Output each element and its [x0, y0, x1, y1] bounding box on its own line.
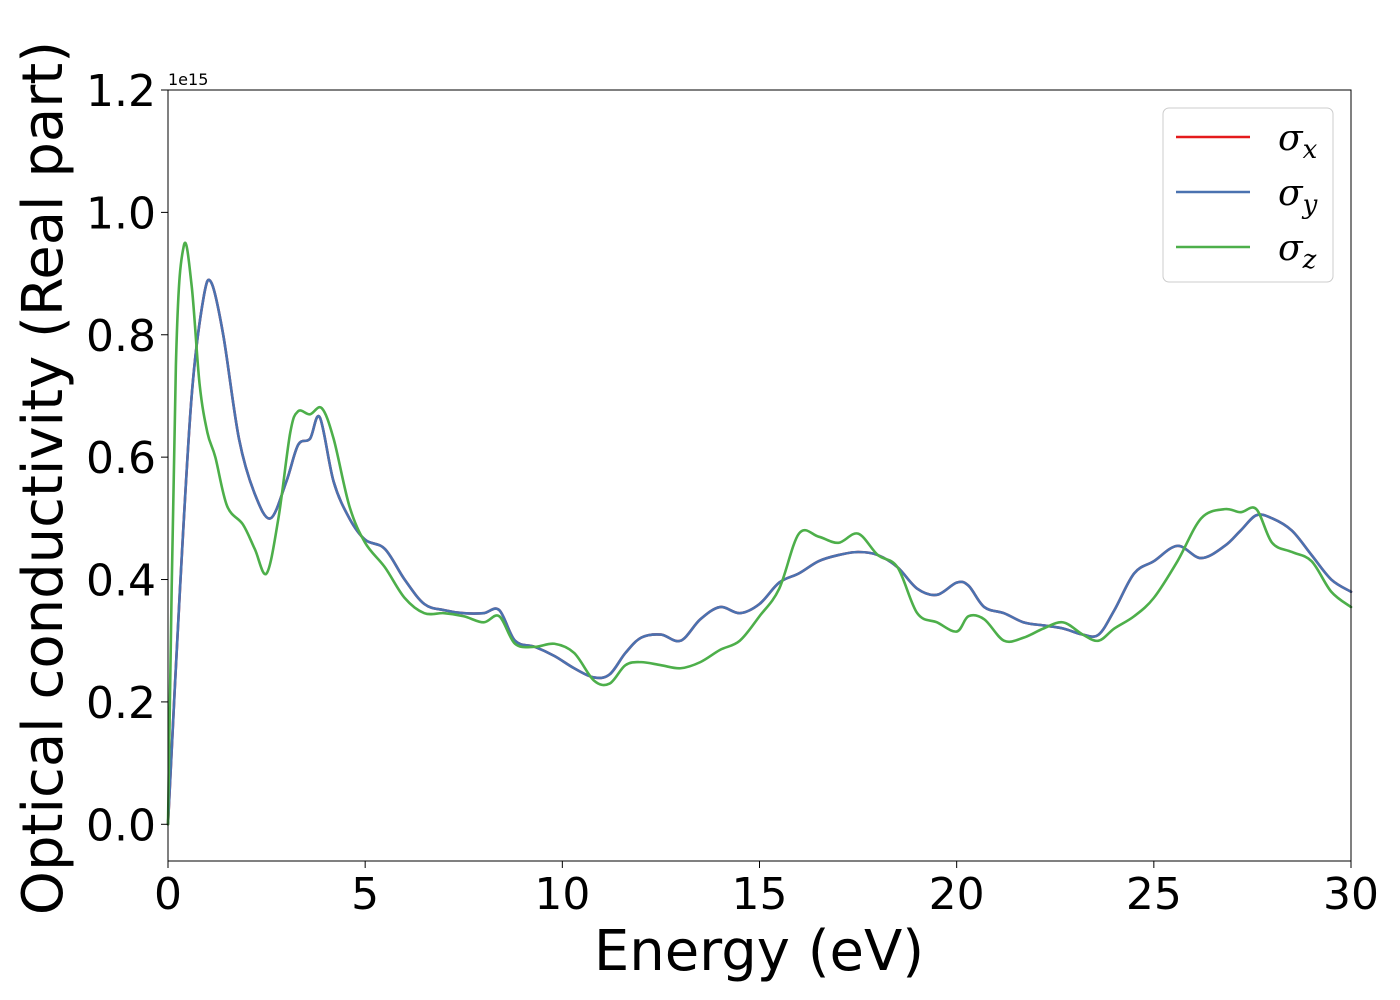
legend-label-x: σx	[1278, 118, 1318, 165]
legend-label-z: σz	[1278, 228, 1317, 275]
x-tick-label: 30	[1323, 869, 1379, 920]
y-tick-label: 0.2	[86, 678, 156, 729]
y-axis-label: Optical conductivity (Real part)	[11, 41, 76, 915]
y-tick-label: 0.8	[86, 311, 156, 362]
y-tick-label: 1.0	[86, 188, 156, 239]
series-line-z	[166, 241, 1353, 826]
x-tick-label: 25	[1126, 869, 1182, 920]
legend: σx σy σz	[1162, 107, 1334, 283]
y-tick-label: 1.2	[86, 66, 156, 117]
legend-frame	[1162, 107, 1334, 283]
y-axis: 0.0 0.2 0.4 0.6 0.8 1.0 1.2	[86, 66, 168, 851]
series-layer	[166, 241, 1353, 826]
y-tick-label: 0.4	[86, 556, 156, 607]
y-tick-label: 0.6	[86, 433, 156, 484]
x-tick-label: 10	[534, 869, 590, 920]
x-axis: 0 5 10 15 20 25 30	[154, 861, 1379, 920]
series-line-y	[166, 278, 1353, 826]
x-tick-label: 15	[732, 869, 788, 920]
y-tick-label: 0.0	[86, 800, 156, 851]
x-tick-label: 20	[929, 869, 985, 920]
x-axis-label: Energy (eV)	[594, 919, 924, 984]
x-tick-label: 5	[351, 869, 379, 920]
legend-label-y: σy	[1278, 173, 1318, 220]
y-offset-label: 1e15	[168, 70, 208, 89]
x-tick-label: 0	[154, 869, 182, 920]
